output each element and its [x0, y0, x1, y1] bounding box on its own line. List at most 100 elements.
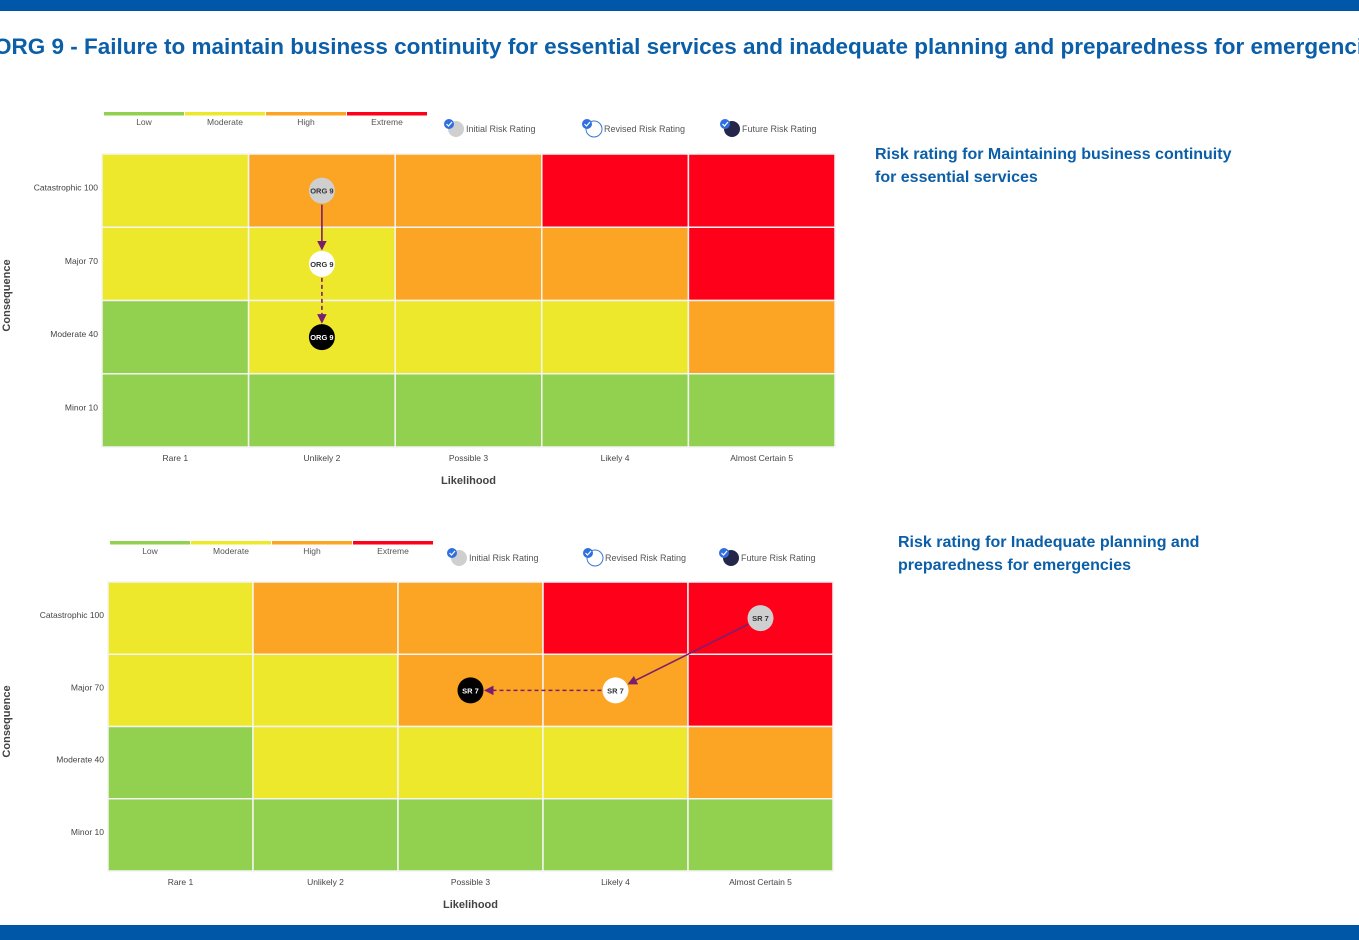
x-tick-label: Rare 1 — [163, 453, 189, 463]
matrix-cell — [252, 798, 399, 872]
marker-label: ORG 9 — [310, 333, 333, 342]
matrix-cell — [541, 226, 690, 302]
matrix-cell — [542, 581, 689, 655]
x-axis-label: Likelihood — [441, 475, 496, 487]
bottom-bar — [0, 925, 1359, 940]
y-tick-label: Minor 10 — [71, 827, 104, 837]
marker-label: SR 7 — [462, 686, 479, 695]
matrix-cell — [101, 299, 250, 375]
legend-label: Low — [142, 546, 158, 556]
y-tick-label: Major 70 — [71, 682, 104, 692]
legend-swatch-moderate — [185, 112, 265, 116]
matrix-cell — [541, 153, 690, 228]
matrix-cell — [394, 299, 543, 375]
marker-label: ORG 9 — [310, 260, 333, 269]
x-tick-label: Almost Certain 5 — [730, 453, 793, 463]
y-tick-label: Minor 10 — [65, 402, 98, 412]
matrix-cell — [107, 653, 254, 728]
dark-circle-check-icon — [719, 548, 739, 566]
rating-arrow — [627, 623, 749, 685]
x-tick-label: Unlikely 2 — [307, 877, 344, 887]
matrix-cell — [101, 153, 250, 228]
legend-label: Extreme — [371, 117, 403, 127]
legend: Low Moderate High Extreme Initial Risk Ratin… — [104, 112, 817, 138]
marker-initial: ORG 9 — [308, 177, 335, 204]
y-tick-label: Moderate 40 — [50, 329, 98, 339]
y-axis-label: Consequence — [1, 685, 13, 757]
y-tick-label: Moderate 40 — [56, 755, 104, 765]
legend-swatch-extreme — [353, 541, 433, 545]
matrix-cell — [397, 725, 544, 800]
matrix-cell — [252, 653, 399, 728]
matrix-cell — [687, 373, 836, 448]
matrix-cell — [687, 653, 834, 728]
matrix-cell — [687, 725, 834, 800]
white-circle-check-icon — [582, 119, 603, 138]
legend-label: Extreme — [377, 546, 409, 556]
marker-label: ORG 9 — [310, 187, 333, 196]
x-tick-label: Possible 3 — [451, 877, 490, 887]
matrix-cell — [687, 226, 836, 302]
matrix-cell — [687, 798, 834, 872]
x-tick-label: Likely 4 — [601, 877, 630, 887]
x-tick-label: Unlikely 2 — [303, 453, 340, 463]
matrix-cell — [247, 373, 396, 448]
page-title: ORG 9 - Failure to maintain business con… — [0, 34, 1359, 59]
legend-rating-label: Future Risk Rating — [742, 124, 817, 134]
matrix-cell — [397, 798, 544, 872]
legend-swatch-low — [110, 541, 190, 545]
legend-swatch-high — [266, 112, 346, 116]
matrix-cell — [687, 299, 836, 375]
legend-label: High — [303, 546, 321, 556]
matrix-cell — [101, 226, 250, 302]
matrix-cell — [252, 725, 399, 800]
matrix-cell — [394, 373, 543, 448]
white-circle-check-icon — [583, 548, 604, 567]
matrix-cell — [541, 373, 690, 448]
grey-circle-check-icon — [447, 548, 467, 566]
y-axis-label: Consequence — [1, 259, 13, 331]
side-label-2: Risk rating for Inadequate planning and … — [898, 534, 1200, 574]
y-tick-label: Major 70 — [65, 256, 98, 266]
matrix-cell — [542, 725, 689, 800]
marker-revised: ORG 9 — [308, 250, 335, 277]
x-tick-label: Rare 1 — [168, 877, 194, 887]
x-tick-label: Possible 3 — [449, 453, 488, 463]
matrix-cell — [394, 226, 543, 302]
matrix-cell — [101, 373, 250, 448]
legend-rating-label: Initial Risk Rating — [466, 124, 536, 134]
legend-rating-label: Initial Risk Rating — [469, 553, 539, 563]
legend-swatch-moderate — [191, 541, 271, 545]
matrix-cell — [252, 581, 399, 655]
marker-revised: SR 7 — [602, 677, 629, 704]
matrix-cell — [687, 153, 836, 228]
matrix-cell — [397, 581, 544, 655]
legend-label: Low — [136, 117, 152, 127]
legend-swatch-high — [272, 541, 352, 545]
legend-rating-label: Revised Risk Rating — [605, 553, 686, 563]
matrix-cell — [107, 725, 254, 800]
y-tick-label: Catastrophic 100 — [40, 610, 105, 620]
legend-rating-label: Revised Risk Rating — [604, 124, 685, 134]
y-tick-label: Catastrophic 100 — [34, 183, 99, 193]
x-axis-label: Likelihood — [443, 899, 498, 911]
matrix-cell — [542, 798, 689, 872]
marker-label: SR 7 — [607, 686, 624, 695]
x-tick-label: Almost Certain 5 — [729, 877, 792, 887]
legend-rating-label: Future Risk Rating — [741, 553, 816, 563]
matrix-cell — [394, 153, 543, 228]
matrix-cell — [541, 299, 690, 375]
legend-swatch-low — [104, 112, 184, 116]
legend-label: Moderate — [207, 117, 243, 127]
grey-circle-check-icon — [444, 119, 464, 137]
marker-initial: SR 7 — [747, 605, 774, 632]
marker-future: SR 7 — [457, 677, 484, 704]
risk-matrix-2: Low Moderate High Extreme Initial Risk Ratin… — [1, 541, 834, 911]
matrix-cell — [107, 581, 254, 655]
legend: Low Moderate High Extreme Initial Risk Ratin… — [110, 541, 816, 567]
legend-label: High — [297, 117, 315, 127]
x-tick-label: Likely 4 — [601, 453, 630, 463]
side-label-1: Risk rating for Maintaining business con… — [875, 146, 1232, 186]
legend-swatch-extreme — [347, 112, 427, 116]
